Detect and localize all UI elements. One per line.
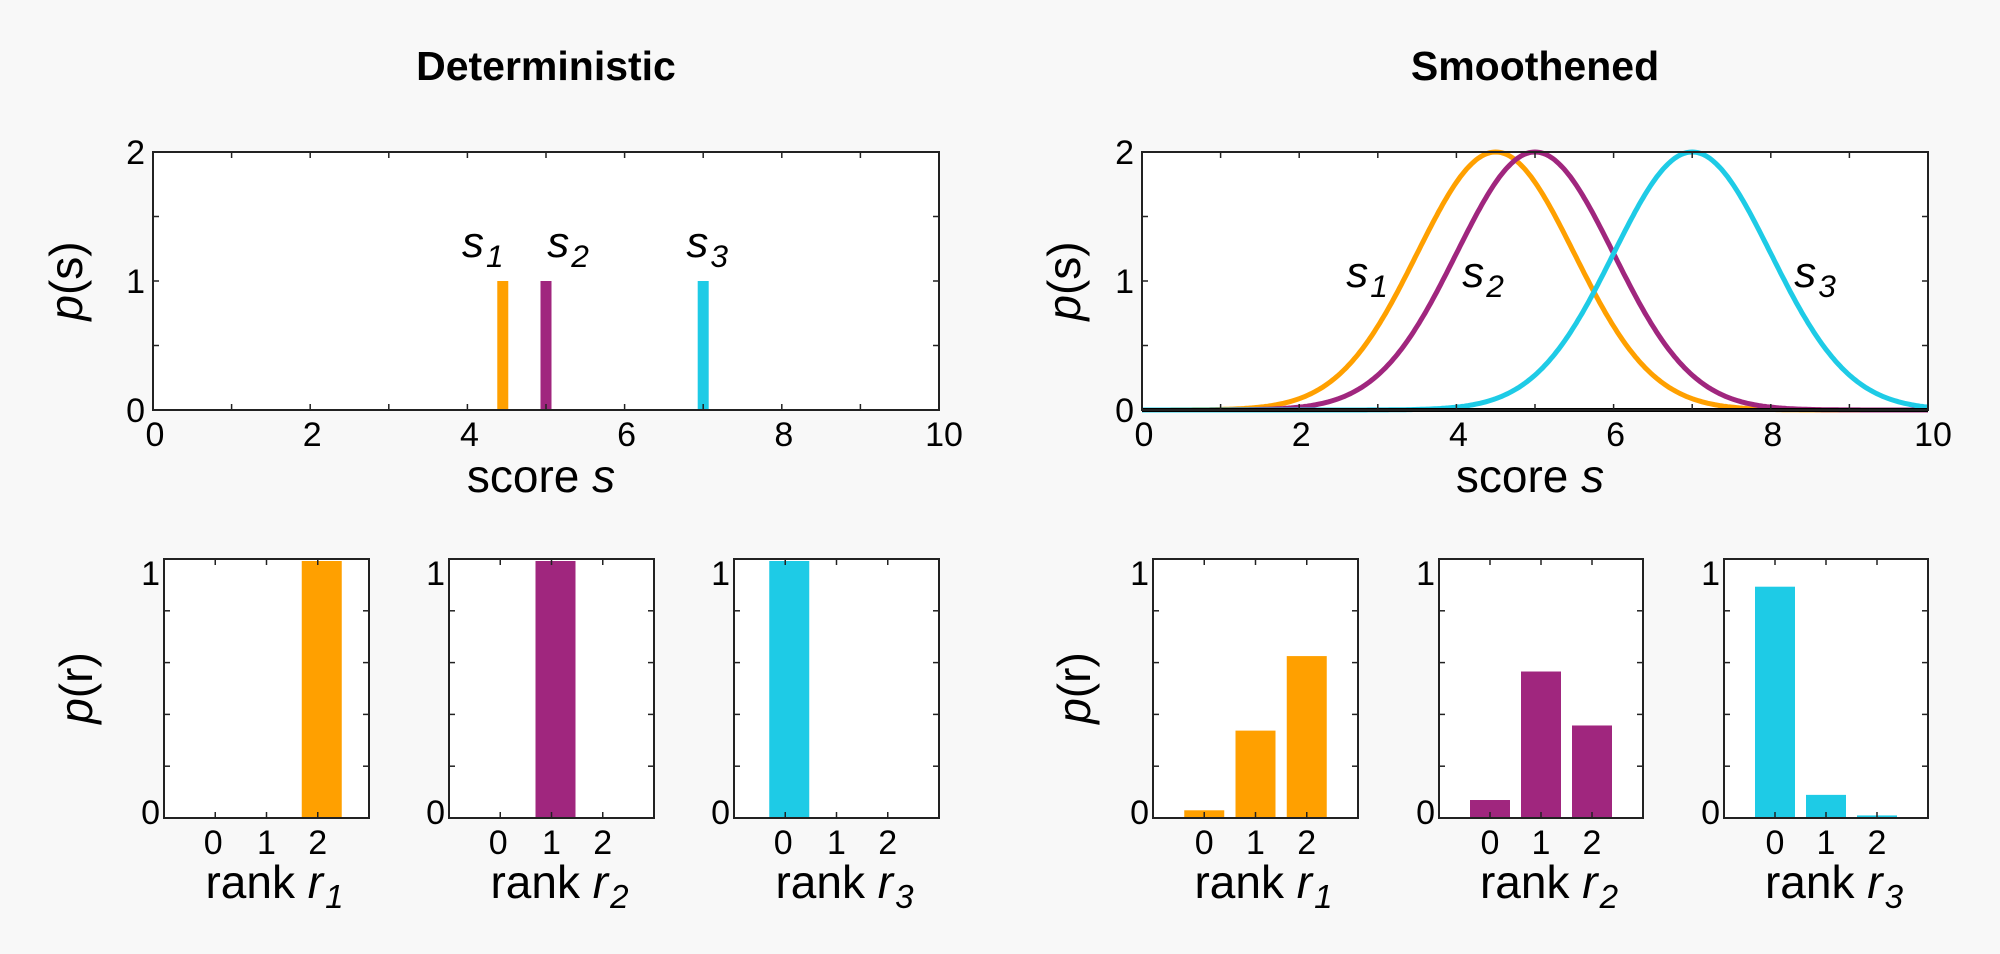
deterministic-rank-s3-background — [734, 559, 939, 818]
y-tick-label: 1 — [1701, 555, 1720, 593]
x-tick-label: 4 — [460, 416, 479, 454]
x-tick-label: 0 — [774, 824, 793, 862]
y-tick-label: 0 — [141, 794, 160, 832]
x-tick-label: 0 — [204, 824, 223, 862]
x-axis-label-s3: rank r3 — [775, 856, 914, 916]
x-tick-label: 0 — [146, 416, 165, 454]
y-tick-label: 1 — [141, 555, 160, 593]
y-tick-label: 0 — [1130, 794, 1149, 832]
y-axis-label: p(s) — [40, 241, 92, 322]
series-label-s1: s1 — [462, 218, 504, 274]
smoothened-rank-s3-background — [1724, 559, 1928, 818]
y-tick-label: 1 — [1416, 555, 1435, 593]
y-tick-label: 0 — [1115, 392, 1134, 430]
series-label-s3: s3 — [686, 218, 728, 274]
y-tick-label: 0 — [126, 392, 145, 430]
x-tick-label: 8 — [1763, 416, 1782, 454]
bar-s3-rank-1 — [1806, 794, 1846, 818]
y-tick-label: 0 — [711, 794, 730, 832]
y-tick-label: 0 — [1416, 794, 1435, 832]
series-label-s3: s3 — [1794, 248, 1836, 304]
x-tick-label: 0 — [1481, 824, 1500, 862]
panel-title-deterministic-score: Deterministic — [416, 43, 676, 89]
x-tick-label: 1 — [257, 824, 276, 862]
x-tick-label: 2 — [1297, 824, 1316, 862]
y-tick-label: 1 — [126, 263, 145, 301]
x-axis-label-s1: rank r1 — [205, 856, 343, 916]
x-tick-label: 2 — [1292, 416, 1311, 454]
y-tick-label: 1 — [1130, 555, 1149, 593]
x-tick-label: 1 — [1817, 824, 1836, 862]
x-tick-label: 2 — [303, 416, 322, 454]
x-axis-label-s3: rank r3 — [1765, 856, 1904, 916]
y-axis-label: p(s) — [1038, 241, 1090, 322]
y-tick-label: 0 — [1701, 794, 1720, 832]
x-tick-label: 1 — [1532, 824, 1551, 862]
y-tick-label: 1 — [1115, 263, 1134, 301]
bar-s2-rank-1 — [1521, 671, 1561, 818]
x-tick-label: 8 — [774, 416, 793, 454]
y-tick-label: 1 — [426, 555, 445, 593]
x-axis-label-s2: rank r2 — [1480, 856, 1618, 916]
bar-s3-rank-0 — [1755, 586, 1795, 818]
x-tick-label: 0 — [1195, 824, 1214, 862]
y-tick-label: 0 — [426, 794, 445, 832]
x-tick-label: 4 — [1449, 416, 1468, 454]
y-axis-label: p(r) — [50, 652, 102, 726]
x-tick-label: 0 — [1766, 824, 1785, 862]
bar-s2-rank-1 — [535, 561, 576, 818]
x-axis-label: score s — [467, 450, 615, 502]
bar-s3-rank-0 — [769, 561, 810, 818]
bar-s2-rank-0 — [1470, 800, 1510, 818]
x-tick-label: 10 — [925, 416, 963, 454]
spike-s3 — [697, 281, 709, 410]
x-tick-label: 6 — [1606, 416, 1625, 454]
x-axis-label-s2: rank r2 — [490, 856, 628, 916]
series-label-s1: s1 — [1346, 248, 1388, 304]
y-axis-label: p(r) — [1048, 652, 1100, 726]
x-tick-label: 2 — [878, 824, 897, 862]
bar-s1-rank-2 — [1286, 656, 1327, 818]
x-tick-label: 2 — [1868, 824, 1887, 862]
x-tick-label: 2 — [1583, 824, 1602, 862]
x-tick-label: 0 — [1135, 416, 1154, 454]
x-tick-label: 10 — [1914, 416, 1952, 454]
bar-s2-rank-2 — [1572, 725, 1612, 818]
spike-s2 — [540, 281, 552, 410]
x-tick-label: 2 — [308, 824, 327, 862]
spike-s1 — [497, 281, 509, 410]
bar-s1-rank-2 — [301, 561, 342, 818]
x-tick-label: 1 — [1246, 824, 1265, 862]
y-tick-label: 2 — [126, 134, 145, 172]
x-axis-label: score s — [1456, 450, 1604, 502]
x-tick-label: 1 — [827, 824, 846, 862]
y-tick-label: 2 — [1115, 134, 1134, 172]
series-label-s2: s2 — [1462, 248, 1504, 304]
x-tick-label: 6 — [617, 416, 636, 454]
x-tick-label: 0 — [489, 824, 508, 862]
x-tick-label: 2 — [593, 824, 612, 862]
bar-s1-rank-1 — [1235, 730, 1276, 818]
series-label-s2: s2 — [547, 218, 589, 274]
x-axis-label-s1: rank r1 — [1194, 856, 1332, 916]
x-tick-label: 1 — [542, 824, 561, 862]
y-tick-label: 1 — [711, 555, 730, 593]
panel-title-smoothened-score: Smoothened — [1411, 43, 1659, 89]
smoothened-score-background — [1142, 152, 1928, 410]
